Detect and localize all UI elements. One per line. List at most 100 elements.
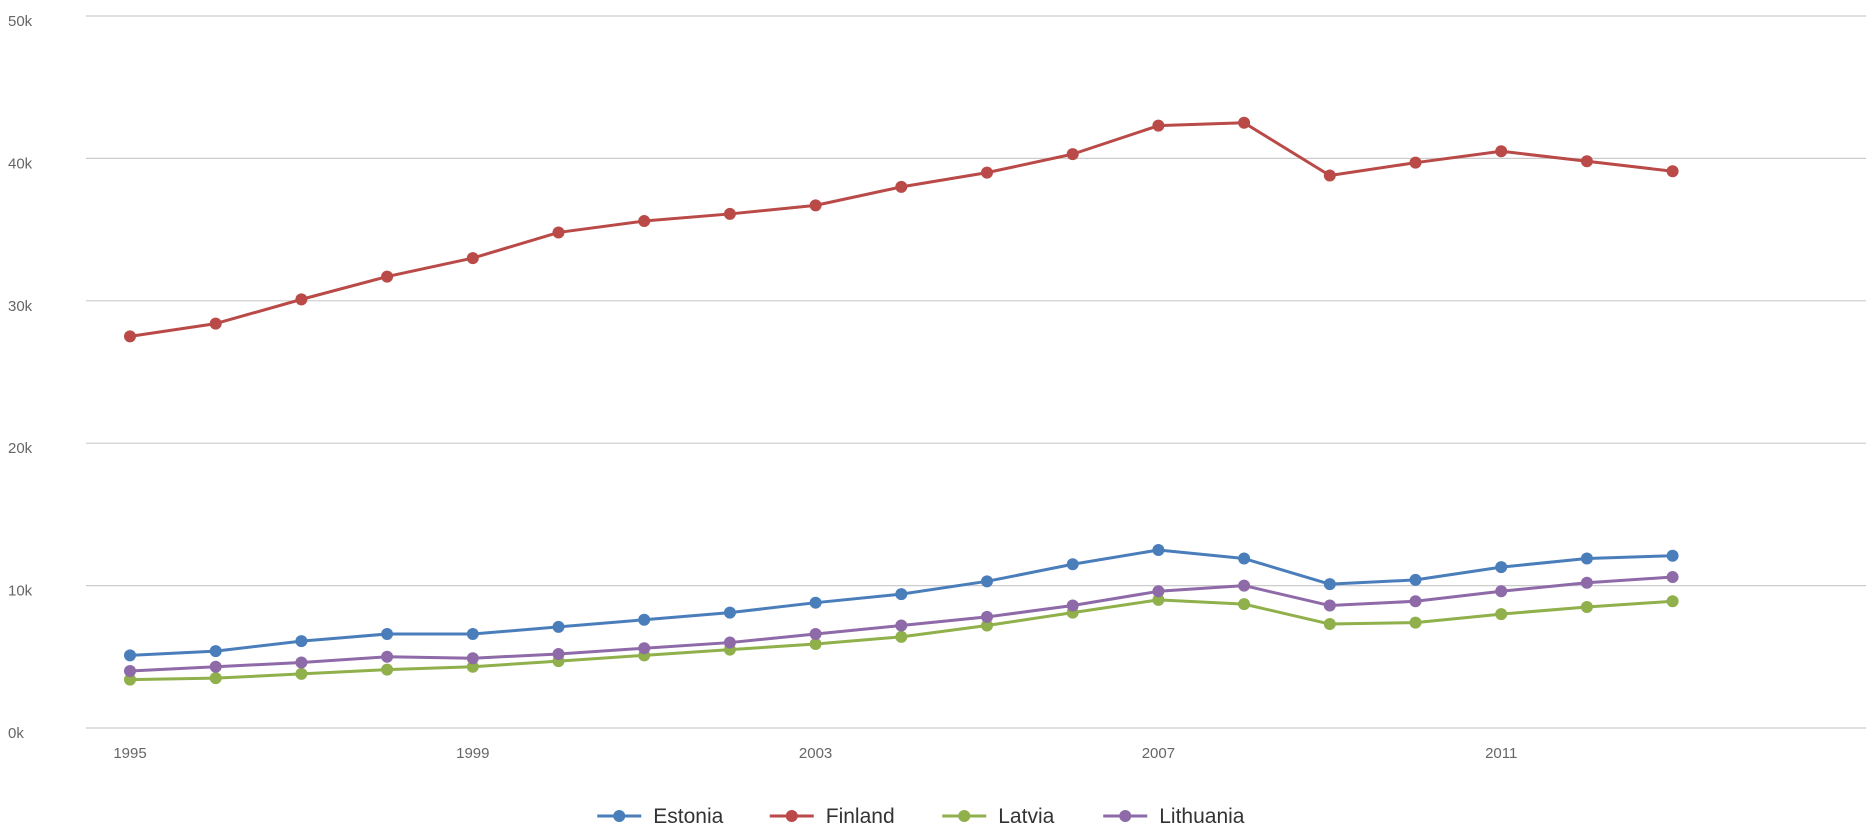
data-point [723,636,736,649]
data-point [1066,148,1079,161]
data-point [895,619,908,632]
data-point [124,665,136,678]
data-point [1409,573,1422,586]
data-point [723,207,736,220]
data-point [552,647,565,660]
data-point [1580,552,1593,565]
data-point [552,226,565,239]
data-point [466,252,479,265]
data-point [1323,618,1336,631]
data-point [1666,549,1679,562]
data-point [552,620,565,633]
data-point [295,635,308,648]
data-point [1238,579,1251,592]
y-tick-label: 30k [8,298,33,315]
data-point [895,588,908,601]
x-tick-label: 2011 [1485,745,1517,762]
data-point [1666,571,1679,584]
data-point [1152,119,1165,132]
data-point [381,663,394,676]
data-point [895,630,908,643]
data-point [1495,145,1508,158]
y-tick-label: 20k [8,440,33,457]
data-point [1323,169,1336,182]
data-point [1666,165,1679,178]
data-point [1409,156,1422,169]
data-point [1666,595,1679,608]
data-point [466,660,479,673]
series-lines [124,116,1679,686]
legend-item-finland[interactable]: Finland [769,805,895,826]
data-point [1066,599,1079,612]
legend-swatch-marker [958,810,971,822]
x-tick-label: 1995 [113,745,146,762]
data-point [209,645,222,658]
data-point [1495,561,1508,574]
data-point [1152,585,1165,598]
data-point [295,293,308,306]
y-axis-tick-labels: 0k 10k 20k 30k 40k 50k [8,13,33,742]
data-point [1066,558,1079,571]
data-point [1238,552,1251,565]
legend-label: Estonia [653,805,723,826]
data-point [381,628,394,641]
legend-label: Latvia [998,805,1054,826]
data-point [1323,578,1336,591]
series-latvia [124,593,1679,686]
data-point [809,199,822,212]
data-point [1323,599,1336,612]
data-point [1409,616,1422,629]
series-finland [124,116,1679,343]
gridlines [86,15,1866,729]
legend-swatch-marker [1119,810,1132,822]
data-point [295,667,308,680]
data-point [809,637,822,650]
data-point [1238,598,1251,611]
legend-swatch-marker [785,810,798,822]
data-point [809,628,822,641]
data-point [209,672,222,685]
data-point [209,317,222,330]
data-point [1580,155,1593,168]
x-tick-label: 1999 [456,745,489,762]
data-point [1409,595,1422,608]
legend-swatch-marker [613,810,626,822]
legend-label: Finland [826,805,895,826]
y-tick-label: 0k [8,725,24,742]
legend-item-estonia[interactable]: Estonia [597,805,724,826]
data-point [466,628,479,641]
series-lithuania [124,571,1679,678]
data-point [981,610,993,623]
legend-label: Lithuania [1159,805,1245,826]
data-point [124,673,136,686]
data-point [209,660,222,673]
data-point [638,642,651,655]
data-point [809,596,822,609]
data-point [981,575,993,588]
data-point [381,650,394,663]
x-tick-label: 2003 [799,745,832,762]
legend: Estonia Finland Latvia Lithuania [597,805,1245,826]
data-point [466,652,479,665]
data-point [1495,585,1508,598]
series-estonia [124,544,1679,662]
data-point [124,330,136,343]
data-point [1238,116,1251,129]
data-point [723,606,736,619]
data-point [638,215,651,228]
legend-item-latvia[interactable]: Latvia [942,805,1055,826]
data-point [1580,600,1593,613]
x-axis-tick-labels: 1995 1999 2003 2007 2011 [113,745,1517,762]
y-tick-label: 40k [8,155,33,172]
data-point [1580,576,1593,589]
legend-item-lithuania[interactable]: Lithuania [1103,805,1245,826]
data-point [124,649,136,662]
data-point [1152,544,1165,556]
data-point [1152,593,1165,606]
data-point [981,166,993,179]
series-line-finland [129,121,1673,338]
data-point [381,270,394,283]
data-point [981,619,993,632]
x-tick-label: 2007 [1142,745,1175,762]
